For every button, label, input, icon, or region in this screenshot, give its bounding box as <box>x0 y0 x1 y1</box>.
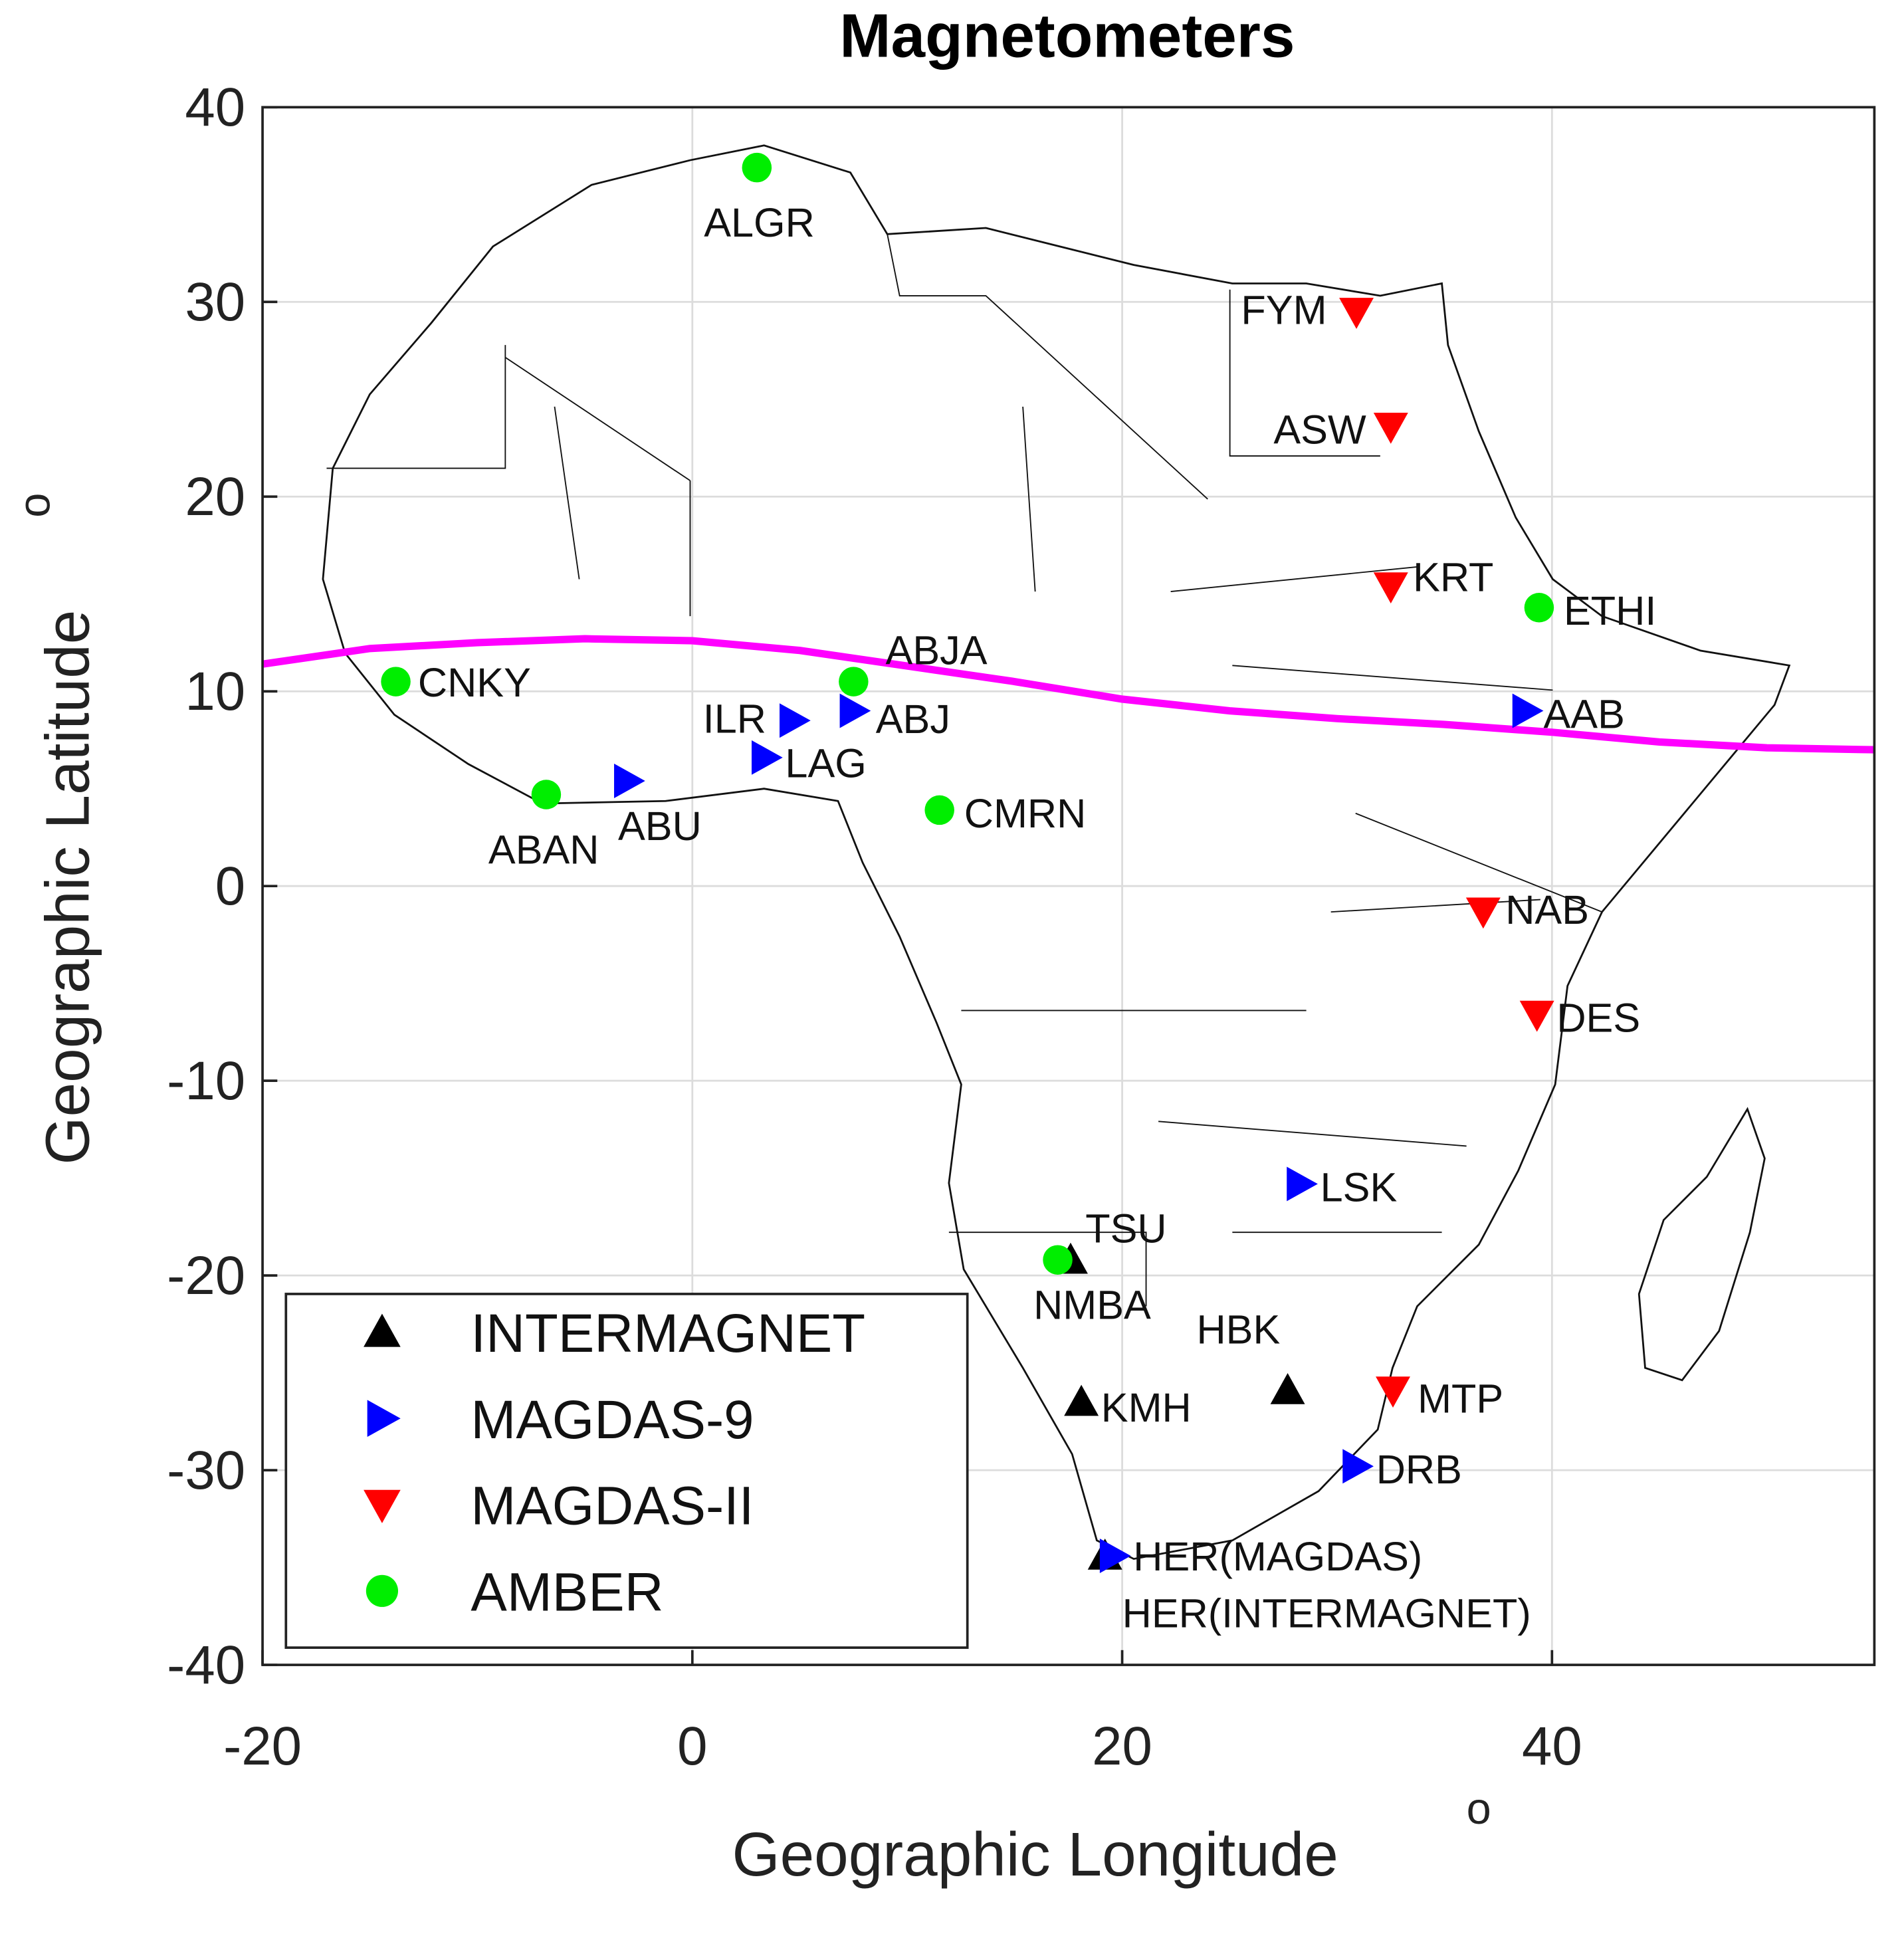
marker <box>1519 1000 1554 1032</box>
station-label: ABAN <box>488 827 599 872</box>
legend-label: MAGDAS-9 <box>471 1390 754 1450</box>
chart-title: Magnetometers <box>839 1 1295 70</box>
marker <box>751 740 783 775</box>
legend-box <box>284 1293 969 1649</box>
x-tick-label: 0 <box>677 1716 707 1776</box>
x-axis-label-superscript: o <box>1467 1784 1491 1834</box>
madagascar-outline <box>1638 1107 1766 1382</box>
dip-equator-line <box>263 635 1875 754</box>
station-label: HER(MAGDAS) <box>1133 1534 1422 1579</box>
map <box>322 144 1791 1560</box>
legend-label: AMBER <box>471 1562 663 1622</box>
marker <box>839 667 869 697</box>
legend-label: INTERMAGNET <box>471 1303 865 1364</box>
y-axis-label-superscript: o <box>10 493 59 518</box>
legend-label: MAGDAS-II <box>471 1476 754 1537</box>
legend-marker <box>367 1400 401 1438</box>
legend-marker <box>366 1574 399 1607</box>
station-label: NAB <box>1505 887 1589 932</box>
y-tick-label: 30 <box>185 272 245 332</box>
station-label: HBK <box>1197 1307 1281 1352</box>
y-tick-label: -20 <box>167 1245 245 1306</box>
x-axis-label: Geographic Longitude <box>732 1820 1338 1889</box>
y-tick-label: -40 <box>167 1635 245 1695</box>
marker <box>1339 298 1374 329</box>
x-tick-label: -20 <box>223 1716 302 1776</box>
marker <box>1373 572 1408 603</box>
x-tick-label: 20 <box>1092 1716 1152 1776</box>
y-tick-label: 40 <box>185 77 245 138</box>
marker <box>1376 1376 1410 1408</box>
station-label: CNKY <box>418 660 531 705</box>
marker <box>839 693 871 728</box>
station-label: ILR <box>703 697 766 742</box>
marker <box>1373 413 1408 444</box>
legend-marker <box>364 1313 401 1347</box>
marker <box>1287 1166 1318 1202</box>
marker <box>531 780 562 809</box>
station-label: LSK <box>1321 1164 1398 1210</box>
y-axis-label: Geographic Latitude <box>33 610 102 1165</box>
plot-frame <box>261 106 1876 1666</box>
station-label: FYM <box>1241 287 1326 332</box>
y-tick-label: -30 <box>167 1440 245 1501</box>
station-label: ASW <box>1273 407 1366 453</box>
marker <box>1270 1373 1305 1404</box>
station-label: TSU <box>1085 1206 1166 1251</box>
station-label: DES <box>1556 996 1640 1041</box>
y-tick-label: 20 <box>185 467 245 527</box>
marker <box>1099 1539 1131 1573</box>
station-label: CMRN <box>964 791 1087 836</box>
y-tick-label: 10 <box>185 661 245 722</box>
marker <box>1465 897 1501 929</box>
station-label: ABU <box>618 804 702 849</box>
y-tick-label: 0 <box>215 856 245 916</box>
station-label: ABJA <box>886 628 988 673</box>
marker <box>1043 1245 1073 1275</box>
marker <box>614 764 645 798</box>
marker <box>780 703 811 738</box>
station-label: LAG <box>785 741 866 786</box>
station-label: ABJ <box>876 697 950 742</box>
station-label: ETHI <box>1564 588 1656 633</box>
legend-marker <box>364 1489 401 1523</box>
marker <box>742 152 772 183</box>
borders <box>326 234 1602 1307</box>
station-label: AAB <box>1543 691 1624 736</box>
marker <box>1064 1384 1099 1416</box>
marker <box>1512 693 1544 728</box>
x-tick-label: 40 <box>1522 1716 1582 1776</box>
station-label: MTP <box>1418 1376 1503 1421</box>
marker <box>1342 1449 1374 1484</box>
station-label: NMBA <box>1033 1283 1151 1328</box>
station-label: KMH <box>1101 1385 1192 1430</box>
station-label: HER(INTERMAGNET) <box>1122 1591 1531 1636</box>
station-label: DRB <box>1376 1447 1462 1492</box>
marker <box>1524 592 1554 623</box>
station-label: KRT <box>1413 554 1493 599</box>
marker <box>924 795 954 825</box>
y-tick-label: -10 <box>167 1051 245 1111</box>
marker <box>381 667 411 697</box>
station-label: ALGR <box>704 200 815 245</box>
